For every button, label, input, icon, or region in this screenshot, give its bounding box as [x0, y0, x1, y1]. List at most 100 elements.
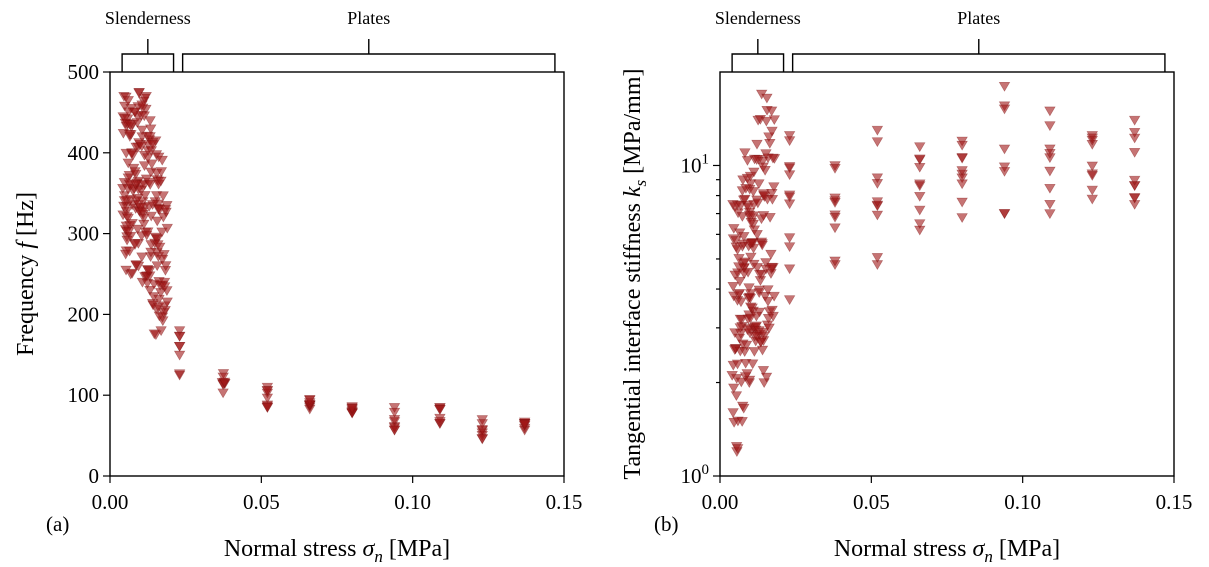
data-point — [158, 250, 170, 260]
data-point — [155, 326, 167, 337]
data-point — [871, 179, 884, 189]
data-point — [914, 192, 926, 202]
data-point — [748, 225, 761, 236]
data-point — [125, 149, 138, 160]
region-brackets: Slenderness Plates — [715, 8, 1166, 72]
data-point — [123, 170, 136, 181]
data-point — [783, 295, 796, 306]
data-point — [871, 210, 884, 221]
data-point — [757, 327, 770, 338]
data-point — [161, 297, 173, 308]
data-point — [871, 125, 884, 136]
data-point — [764, 213, 776, 223]
region-bracket — [181, 39, 556, 72]
region-label: Plates — [957, 8, 1000, 28]
data-point — [765, 249, 777, 260]
data-point — [783, 264, 796, 275]
data-point — [126, 219, 138, 229]
data-point — [914, 154, 926, 165]
data-point — [731, 359, 744, 370]
data-point — [122, 227, 135, 238]
data-point — [124, 120, 136, 130]
data-point — [156, 254, 169, 265]
x-tick-label: 0.00 — [92, 490, 129, 514]
data-point — [766, 188, 778, 199]
data-point — [783, 131, 796, 141]
data-point — [735, 377, 748, 388]
region-label: Plates — [347, 8, 390, 28]
data-point — [736, 212, 749, 222]
data-point — [762, 285, 774, 296]
data-point — [750, 321, 763, 332]
data-point — [738, 232, 750, 242]
data-point — [998, 144, 1011, 155]
data-point — [762, 296, 774, 307]
data-point — [736, 417, 748, 427]
data-point — [434, 417, 446, 427]
data-point — [783, 162, 796, 172]
y-tick-label: 500 — [68, 60, 100, 84]
data-point — [740, 184, 752, 194]
data-point — [173, 332, 186, 342]
data-point — [744, 179, 757, 190]
data-point — [388, 403, 401, 413]
data-point — [123, 130, 136, 140]
data-point — [156, 227, 168, 238]
data-point — [145, 211, 157, 222]
data-point — [304, 395, 316, 406]
data-point — [155, 176, 167, 187]
data-point — [1128, 115, 1141, 126]
data-point — [733, 289, 746, 299]
data-point — [756, 240, 768, 251]
data-point — [261, 402, 274, 413]
data-point — [731, 245, 744, 256]
data-point — [751, 139, 763, 150]
data-point — [150, 234, 163, 244]
data-point — [730, 236, 742, 246]
data-point — [123, 246, 136, 257]
data-point — [137, 197, 149, 208]
data-point — [747, 211, 760, 222]
data-point — [745, 252, 757, 263]
data-point — [388, 407, 401, 418]
data-point — [871, 137, 884, 148]
data-point — [745, 217, 758, 228]
data-point — [151, 216, 163, 227]
region-brackets: Slenderness Plates — [105, 8, 556, 72]
data-point — [753, 179, 765, 190]
data-point — [748, 347, 761, 357]
x-tick-label: 0.15 — [546, 490, 583, 514]
data-point — [140, 230, 153, 241]
data-point — [217, 372, 229, 383]
data-point — [139, 191, 151, 201]
data-point — [134, 202, 147, 213]
data-point — [1044, 209, 1056, 220]
data-point — [871, 173, 884, 184]
data-point — [137, 207, 149, 218]
data-point — [160, 261, 172, 272]
region-bracket — [731, 39, 785, 72]
data-point — [758, 191, 770, 201]
data-point — [783, 233, 796, 244]
chart-panel-a: 0.00 0.05 0.10 0.15 0 100 200 300 400 500 Slende… — [13, 8, 582, 566]
data-point — [157, 191, 169, 202]
data-point — [739, 194, 751, 205]
data-point — [766, 305, 778, 316]
data-point — [829, 193, 841, 204]
data-point — [1128, 148, 1141, 158]
data-point — [142, 266, 154, 276]
data-point — [261, 386, 274, 397]
data-point — [766, 262, 778, 273]
data-point — [144, 116, 156, 127]
data-point — [161, 223, 173, 234]
data-point — [744, 289, 757, 299]
region-bracket — [121, 39, 175, 72]
data-point — [1044, 183, 1056, 194]
data-point — [765, 106, 778, 117]
data-point — [434, 405, 446, 415]
data-point — [998, 104, 1011, 115]
data-point — [956, 197, 968, 208]
y-tick-label: 300 — [68, 222, 100, 246]
data-point — [158, 277, 171, 288]
